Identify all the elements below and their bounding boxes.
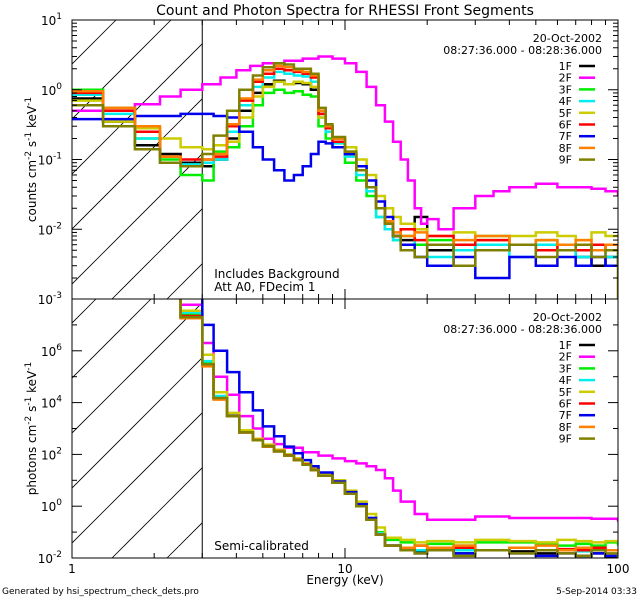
- legend-label-7F: 7F: [559, 130, 572, 143]
- legend-label-3F: 3F: [559, 362, 572, 375]
- legend-label-5F: 5F: [559, 107, 572, 120]
- series-line-7F: [201, 299, 618, 558]
- hatch-line: [111, 208, 203, 299]
- y-axis-label: counts cm-2 s-1 keV-1: [24, 97, 39, 222]
- legend-time-range: 08:27:36.000 - 08:28:36.000: [443, 323, 602, 336]
- y-tick-label: 104: [41, 395, 62, 411]
- x-tick-label: 100: [607, 562, 630, 576]
- legend-label-4F: 4F: [559, 374, 572, 387]
- hatch-line: [0, 20, 6, 299]
- y-tick-label: 102: [41, 446, 62, 462]
- annotation: Includes Background: [214, 267, 339, 281]
- y-tick-label: 10-2: [38, 550, 62, 566]
- annotation: Semi-calibrated: [214, 539, 309, 553]
- hatch-line: [111, 467, 203, 558]
- legend-date: 20-Oct-2002: [533, 311, 602, 324]
- legend-date: 20-Oct-2002: [533, 32, 602, 45]
- legend-label-9F: 9F: [559, 154, 572, 167]
- series-line-4F: [72, 70, 618, 259]
- y-tick-label: 100: [41, 82, 62, 98]
- hatch-line: [277, 299, 536, 558]
- legend-label-2F: 2F: [559, 72, 572, 85]
- series-line-3F: [72, 88, 618, 252]
- footer-timestamp: 5-Sep-2014 03:33: [556, 587, 637, 597]
- y-tick-label: 10-1: [38, 152, 62, 168]
- y-tick-label: 101: [41, 12, 62, 28]
- legend-label-8F: 8F: [559, 421, 572, 434]
- series-group: [179, 299, 618, 558]
- hatch-line: [72, 20, 172, 120]
- hatch-line: [72, 412, 203, 544]
- legend-label-1F: 1F: [559, 60, 572, 73]
- legend-label-7F: 7F: [559, 409, 572, 422]
- legend-label-3F: 3F: [559, 83, 572, 96]
- series-line-6F: [179, 299, 618, 552]
- hatch-line: [72, 357, 203, 489]
- legend-label-5F: 5F: [559, 386, 572, 399]
- y-axis-label: photons cm-2 s-1 keV-1: [24, 362, 39, 496]
- y-tick-label: 10-2: [38, 221, 62, 237]
- series-group: [72, 55, 618, 299]
- legend-label-6F: 6F: [559, 398, 572, 411]
- series-line-1F: [72, 79, 618, 267]
- y-tick-label: 10-3: [38, 291, 62, 307]
- x-tick-label: 1: [68, 562, 76, 576]
- hatch-line: [72, 98, 203, 230]
- series-line-9F: [72, 61, 618, 299]
- legend-label-8F: 8F: [559, 142, 572, 155]
- hatch-line: [72, 43, 203, 175]
- hatch-line: [72, 299, 97, 324]
- panel-top: 10-3 10-2 10-1 100 101 counts cm-2 s-1 keV-1 2…: [0, 12, 619, 307]
- footer-generated-by: Generated by hsi_spectrum_check_dets.pro: [2, 587, 199, 597]
- series-line-8F: [179, 299, 618, 552]
- legend-label-1F: 1F: [559, 339, 572, 352]
- legend-time-range: 08:27:36.000 - 08:28:36.000: [443, 44, 602, 57]
- x-axis-label: Energy (keV): [306, 573, 383, 587]
- chart-title: Count and Photon Spectra for RHESSI Fron…: [156, 3, 534, 19]
- x-tick-label: 10: [337, 562, 352, 576]
- y-tick-label: 100: [41, 498, 62, 514]
- legend-label-2F: 2F: [559, 351, 572, 364]
- hatch-line: [166, 522, 203, 558]
- series-line-2F: [72, 55, 618, 231]
- y-tick-label: 106: [41, 343, 62, 359]
- series-line-4F: [179, 299, 618, 553]
- legend-label-9F: 9F: [559, 433, 572, 446]
- legend-label-6F: 6F: [559, 119, 572, 132]
- series-line-9F: [179, 299, 618, 558]
- hatch-line: [72, 299, 152, 379]
- legend-label-4F: 4F: [559, 95, 572, 108]
- annotation: Att A0, FDecim 1: [214, 280, 315, 294]
